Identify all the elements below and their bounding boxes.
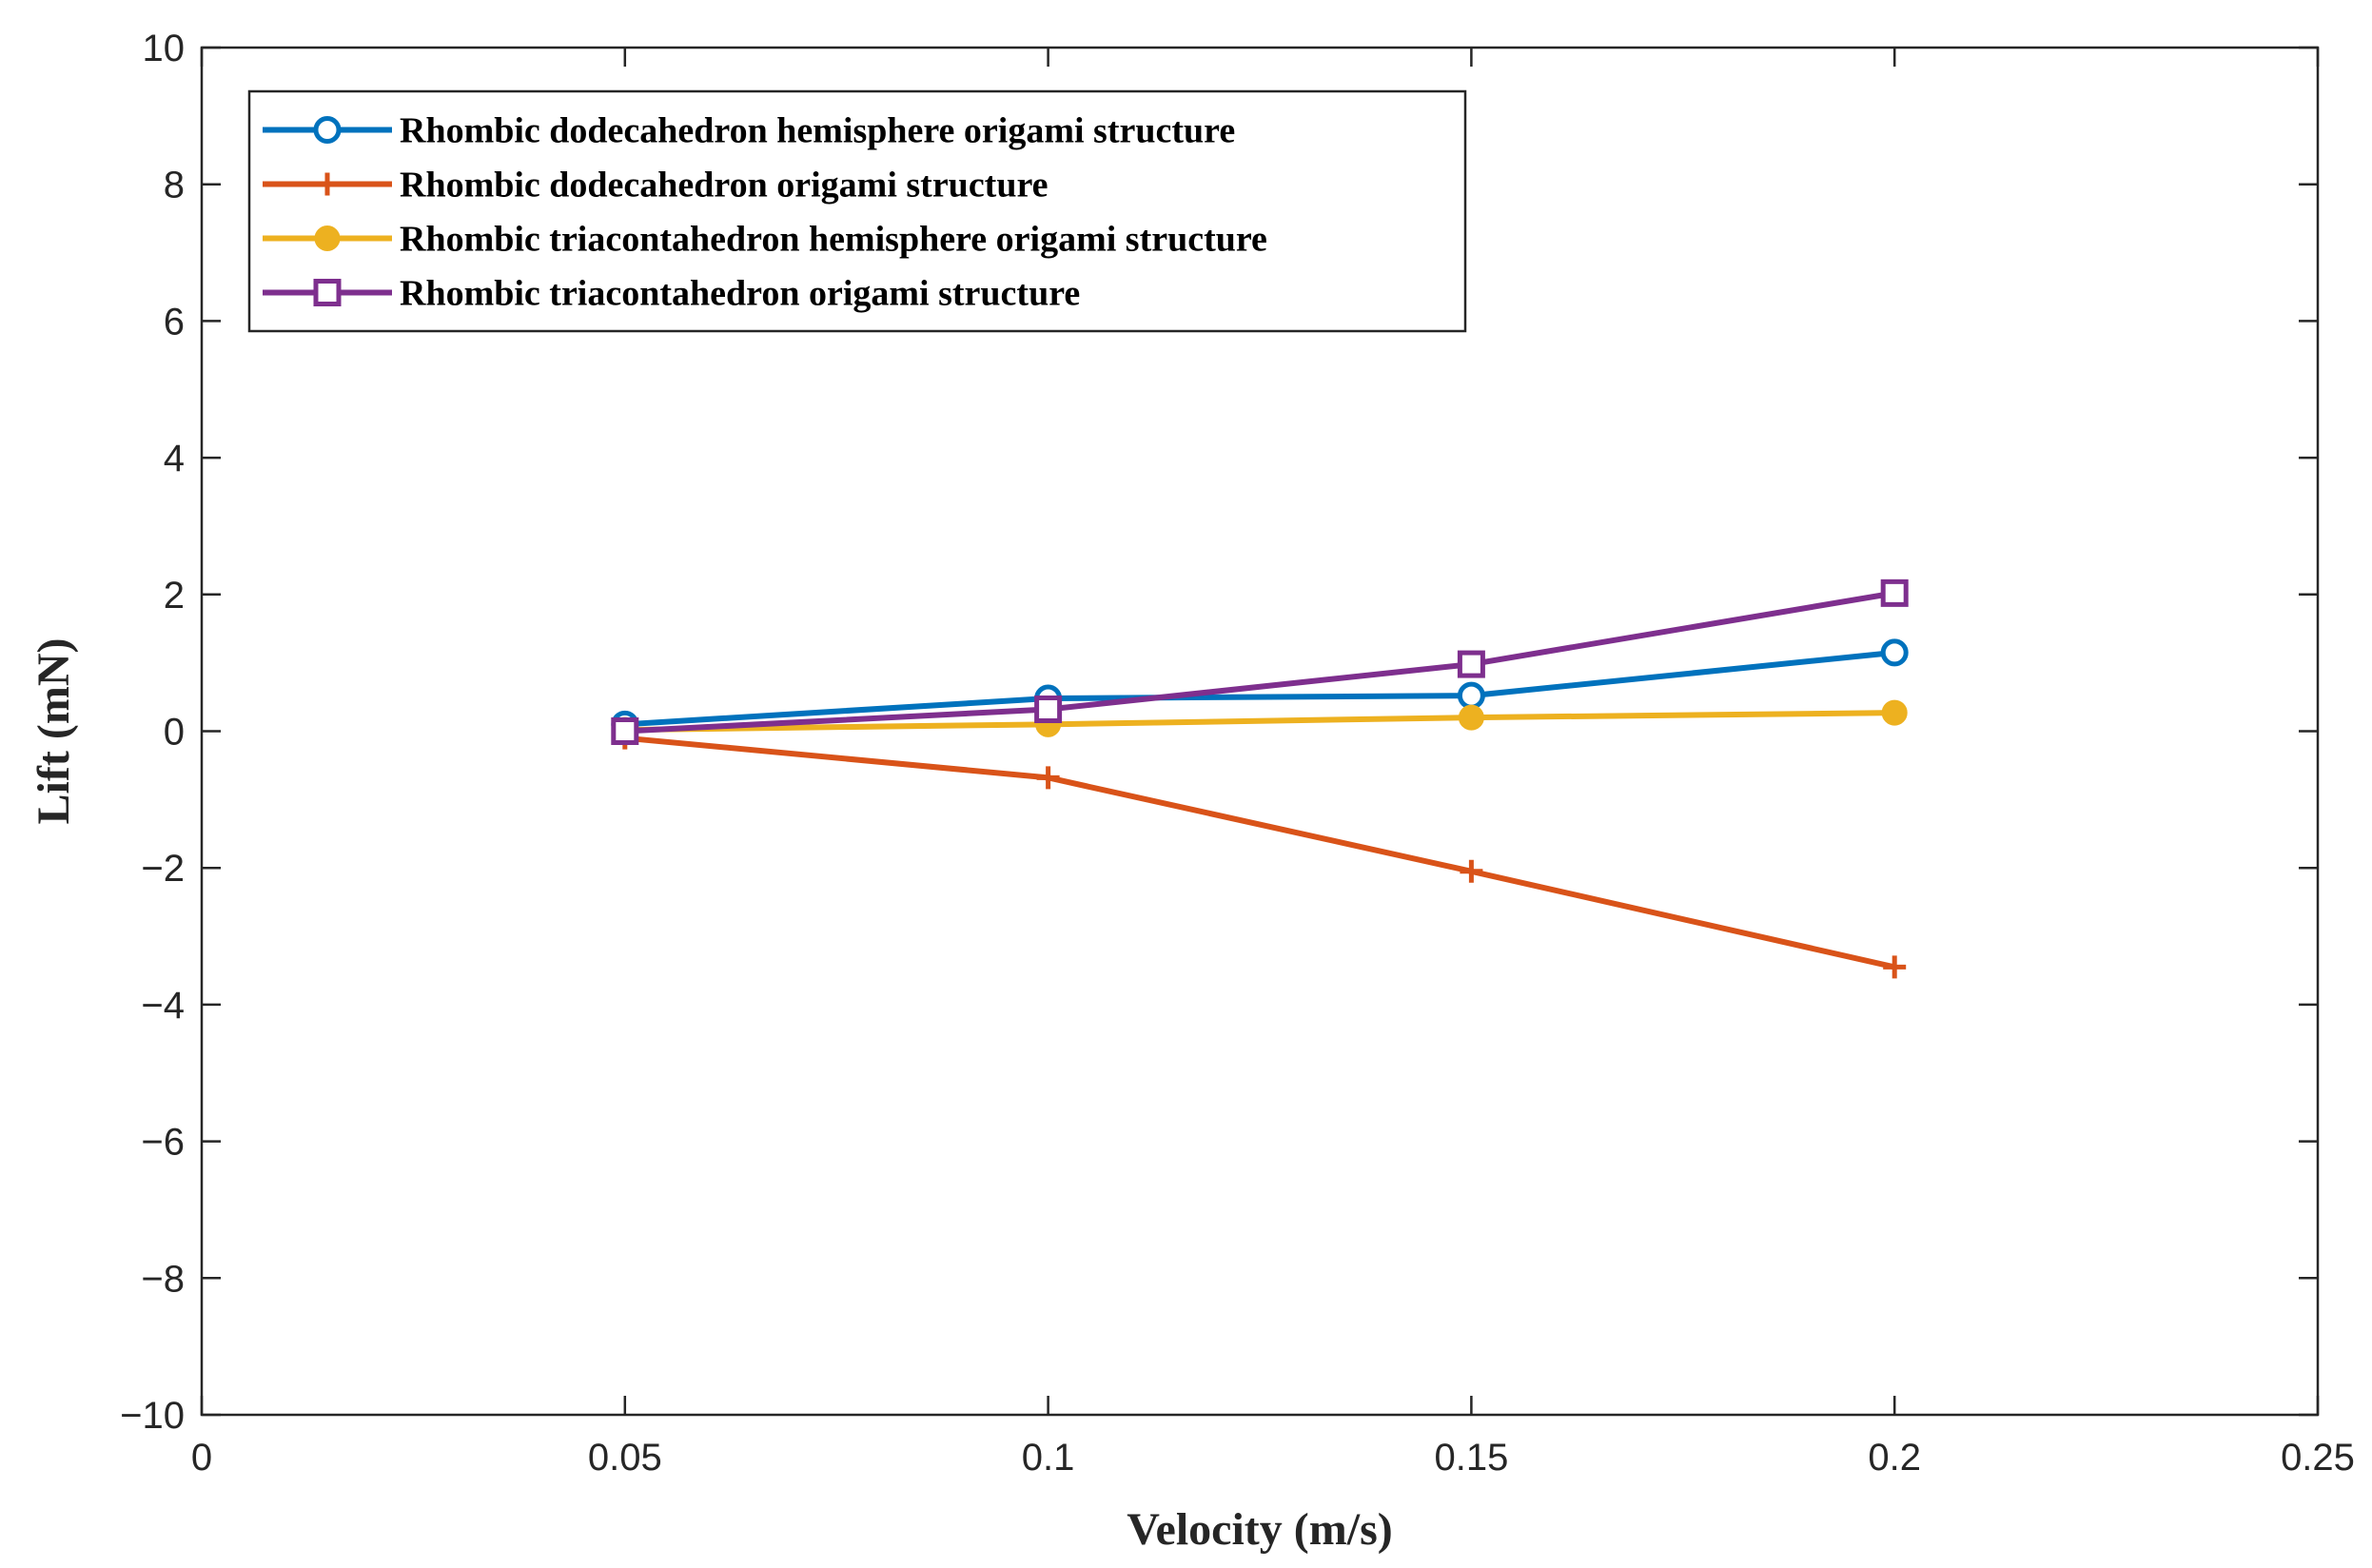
y-tick-label: 8 [164, 165, 185, 206]
x-axis-title: Velocity (m/s) [1127, 1504, 1393, 1555]
series-line [624, 590, 1895, 735]
data-point [313, 116, 342, 144]
legend-label: Rhombic triacontahedron origami structur… [400, 274, 1080, 314]
legend-label: Rhombic dodecahedron origami structure [400, 166, 1049, 206]
data-point [1460, 859, 1483, 883]
data-point [316, 172, 339, 196]
y-tick-label: 0 [164, 712, 185, 754]
data-point [1881, 699, 1908, 726]
y-tick-label: −2 [141, 848, 185, 890]
data-point [1034, 696, 1063, 724]
x-tick-label: 0.25 [2281, 1437, 2355, 1479]
legend: Rhombic dodecahedron hemisphere origami … [247, 89, 1467, 333]
y-tick-label: −10 [120, 1395, 185, 1437]
data-point [1457, 681, 1485, 710]
x-tick-label: 0.15 [1434, 1437, 1508, 1479]
y-tick-label: 6 [164, 301, 185, 343]
series-line [624, 649, 1895, 728]
legend-item: Rhombic triacontahedron origami structur… [263, 274, 1080, 314]
data-point [611, 717, 639, 745]
data-point [1036, 766, 1060, 790]
data-point [1457, 650, 1485, 678]
y-tick-label: 10 [143, 28, 186, 69]
y-tick-label: −4 [141, 985, 185, 1027]
y-tick-label: −6 [141, 1122, 185, 1164]
data-point [1880, 578, 1909, 607]
data-point [1880, 638, 1909, 667]
data-point [1883, 955, 1907, 979]
x-tick-label: 0.1 [1022, 1437, 1075, 1479]
legend-label: Rhombic triacontahedron hemisphere origa… [400, 220, 1267, 260]
x-tick-label: 0 [191, 1437, 212, 1479]
series-line [624, 735, 1895, 970]
axis-ticks: 0 0.05 0.1 0.15 0.2 0.25 −10 −8 −6 −4 −2 0 2 4 6 8 10 [120, 28, 2355, 1479]
legend-item: Rhombic triacontahedron hemisphere origa… [263, 220, 1267, 260]
y-tick-label: −8 [141, 1258, 185, 1300]
legend-item: Rhombic dodecahedron origami structure [263, 166, 1049, 206]
series-line [624, 710, 1895, 734]
x-tick-label: 0.05 [588, 1437, 662, 1479]
legend-box [247, 89, 1467, 333]
y-tick-label: 4 [164, 438, 185, 480]
data-point [314, 225, 341, 251]
y-tick-label: 2 [164, 575, 185, 617]
legend-item: Rhombic dodecahedron hemisphere origami … [263, 111, 1235, 151]
x-tick-label: 0.2 [1868, 1437, 1921, 1479]
data-point [1458, 704, 1484, 731]
legend-label: Rhombic dodecahedron hemisphere origami … [400, 111, 1235, 151]
y-axis-title: Lift (mN) [29, 638, 79, 825]
data-series [611, 578, 1909, 979]
series-4 [611, 578, 1909, 745]
data-point [313, 279, 342, 306]
